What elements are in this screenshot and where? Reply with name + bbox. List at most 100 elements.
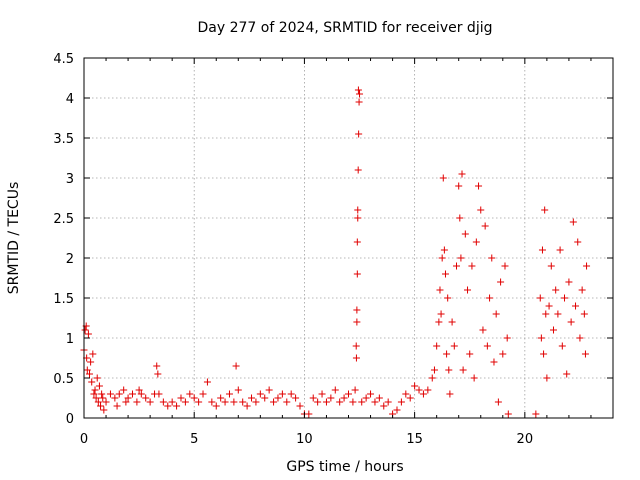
data-point	[438, 254, 446, 262]
data-point	[542, 310, 550, 318]
data-point	[565, 278, 573, 286]
data-point	[440, 246, 448, 254]
y-tick-label: 2	[66, 252, 74, 267]
data-point	[574, 238, 582, 246]
data-point	[537, 334, 545, 342]
y-tick-label: 1	[66, 332, 74, 347]
data-point	[441, 270, 449, 278]
data-point	[468, 262, 476, 270]
data-point	[81, 326, 89, 334]
data-point	[225, 390, 233, 398]
data-point	[287, 390, 295, 398]
x-tick-label: 15	[406, 432, 423, 447]
chart-title: Day 277 of 2024, SRMTID for receiver dji…	[198, 20, 493, 36]
data-point	[470, 374, 478, 382]
data-point	[212, 402, 220, 410]
data-point	[91, 386, 99, 394]
y-tick-label: 0.5	[53, 372, 74, 387]
data-point	[572, 302, 580, 310]
data-point	[88, 378, 96, 386]
data-point	[354, 206, 362, 214]
data-point	[486, 294, 494, 302]
data-point	[362, 394, 370, 402]
data-point	[208, 398, 216, 406]
data-point	[155, 390, 163, 398]
data-points	[80, 86, 591, 418]
data-point	[89, 350, 97, 358]
data-point	[402, 390, 410, 398]
data-point	[270, 398, 278, 406]
data-point	[353, 270, 361, 278]
data-point	[292, 394, 300, 402]
data-point	[92, 394, 100, 402]
y-tick-label: 4.5	[53, 52, 74, 67]
data-point	[239, 398, 247, 406]
data-point	[576, 334, 584, 342]
data-point	[479, 326, 487, 334]
data-point	[477, 206, 485, 214]
data-point	[93, 374, 101, 382]
data-point	[430, 366, 438, 374]
data-point	[278, 390, 286, 398]
data-point	[190, 394, 198, 402]
data-point	[305, 410, 313, 418]
data-point	[234, 386, 242, 394]
data-point	[554, 310, 562, 318]
data-point	[490, 358, 498, 366]
data-point	[436, 286, 444, 294]
y-tick-label: 1.5	[53, 292, 74, 307]
y-tick-label: 0	[66, 412, 74, 427]
data-point	[356, 90, 364, 98]
data-point	[84, 330, 92, 338]
data-point	[340, 394, 348, 402]
data-point	[83, 366, 91, 374]
data-point	[99, 394, 107, 402]
data-point	[352, 354, 360, 362]
data-point	[94, 398, 102, 406]
data-point	[583, 262, 591, 270]
data-point	[135, 386, 143, 394]
data-point	[453, 262, 461, 270]
data-point	[309, 394, 317, 402]
data-point	[349, 398, 357, 406]
data-point	[265, 386, 273, 394]
data-point	[552, 286, 560, 294]
data-point	[355, 98, 363, 106]
data-point	[331, 386, 339, 394]
tick-labels: 0 0.5 1 1.5 2 2.5 3 3.5 4 4.5 0 5 10 15 20	[53, 52, 533, 447]
data-point	[113, 402, 121, 410]
data-point	[545, 302, 553, 310]
data-point	[567, 318, 575, 326]
axis-ticks	[83, 57, 613, 419]
data-point	[124, 394, 132, 402]
data-point	[503, 334, 511, 342]
data-point	[142, 394, 150, 402]
data-point	[159, 398, 167, 406]
data-point	[195, 398, 203, 406]
data-point	[481, 222, 489, 230]
data-point	[433, 342, 441, 350]
data-point	[168, 398, 176, 406]
data-point	[146, 398, 154, 406]
data-point	[261, 394, 269, 402]
data-point	[164, 402, 172, 410]
x-tick-label: 20	[517, 432, 534, 447]
data-point	[464, 286, 472, 294]
data-point	[456, 214, 464, 222]
data-point	[494, 398, 502, 406]
data-point	[411, 382, 419, 390]
data-point	[499, 350, 507, 358]
data-point	[428, 374, 436, 382]
data-point	[248, 394, 256, 402]
data-point	[354, 86, 362, 94]
data-point	[437, 310, 445, 318]
data-point	[106, 390, 114, 398]
x-tick-label: 5	[190, 432, 198, 447]
data-point	[578, 286, 586, 294]
data-point	[358, 398, 366, 406]
data-point	[581, 350, 589, 358]
data-point	[221, 398, 229, 406]
data-point	[483, 342, 491, 350]
data-point	[547, 262, 555, 270]
